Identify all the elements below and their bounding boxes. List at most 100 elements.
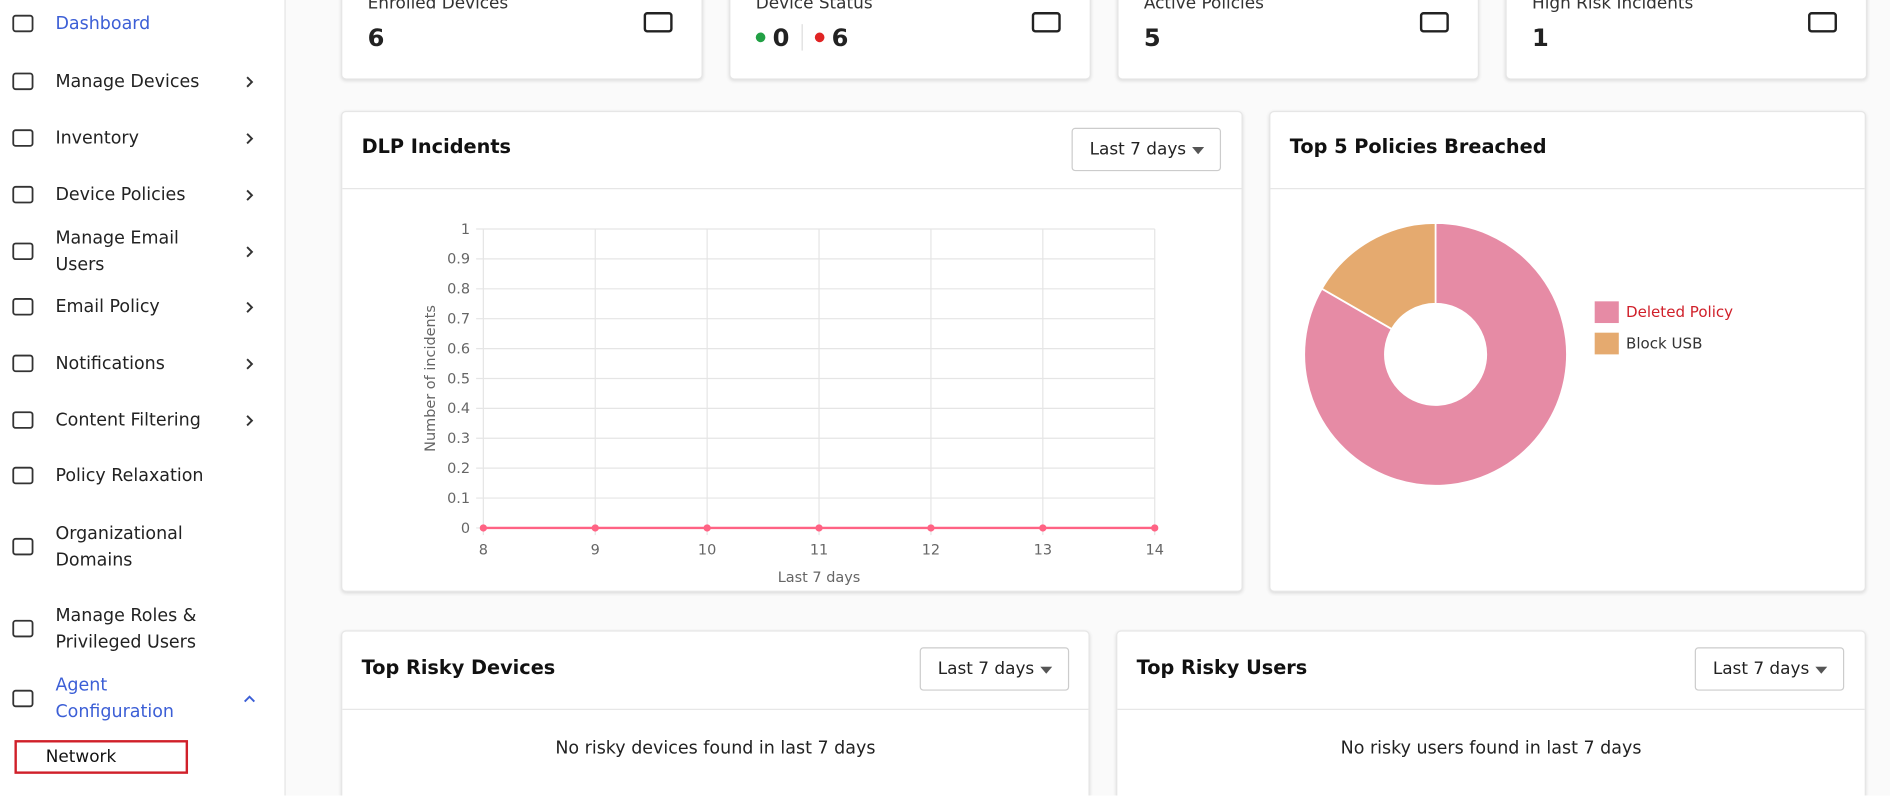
offline-dot (814, 32, 825, 43)
stat-label: Device Status (755, 0, 873, 14)
divider (1270, 188, 1865, 190)
nav-icon (12, 689, 34, 708)
nav-icon (12, 537, 34, 556)
x-tick-label: 8 (479, 542, 488, 558)
nav-label: Policy Relaxation (55, 466, 204, 486)
nav-icon (12, 354, 34, 373)
card-title: Top 5 Policies Breached (1289, 135, 1547, 158)
nav-item[interactable]: Content Filtering (0, 394, 284, 447)
y-tick-label: 0.8 (447, 282, 470, 298)
nav-item[interactable]: Dashboard (0, 0, 284, 51)
y-tick-label: 0.6 (447, 341, 470, 357)
chevron-shape (246, 301, 254, 313)
chevron (246, 301, 254, 313)
icon-shape (12, 72, 34, 91)
stat-card: Device Status 0 6 (729, 0, 1091, 80)
icon-shape (12, 689, 34, 708)
chevron-shape (246, 76, 254, 88)
separator (801, 24, 803, 51)
stat-label: High Risk Incidents (1532, 0, 1694, 14)
chevron (246, 133, 254, 145)
icon-shape (12, 466, 34, 485)
icon-shape (1808, 12, 1837, 33)
pie-card: Top 5 Policies Breached Deleted Policy Bl… (1269, 110, 1866, 592)
nav-label: Inventory (55, 128, 139, 149)
icon-shape (12, 354, 34, 373)
y-axis-label: Number of incidents (423, 305, 439, 452)
submenu-item[interactable]: Network (14, 740, 189, 774)
nav-icon (12, 619, 34, 638)
chevron (246, 415, 254, 427)
caret (1815, 666, 1828, 674)
line-point (703, 524, 711, 532)
dropdown[interactable]: Last 7 days (1071, 127, 1222, 172)
nav-item[interactable]: Agent Configuration (0, 673, 284, 726)
panel-card: Top Risky Devices Last 7 days No risky d… (341, 630, 1090, 796)
y-tick-label: 0.4 (447, 401, 470, 417)
stat-icon (1808, 12, 1837, 33)
nav-icon (12, 242, 34, 261)
stat-card: High Risk Incidents 1 (1505, 0, 1868, 80)
caret (1040, 666, 1053, 674)
legend-swatch[interactable] (1594, 332, 1619, 355)
nav-item[interactable]: Notifications (0, 338, 284, 391)
pie-slice (1320, 222, 1437, 331)
line-point (1151, 524, 1159, 532)
divider (342, 188, 1242, 190)
y-tick-label: 0.9 (447, 252, 470, 268)
line-point (927, 524, 935, 532)
legend-swatch[interactable] (1594, 301, 1619, 324)
icon-shape (12, 298, 34, 316)
stat-icon (1031, 12, 1061, 33)
line-point (591, 524, 599, 532)
nav-item[interactable]: Policy Relaxation (0, 450, 284, 503)
nav-item[interactable]: Manage Devices (0, 55, 284, 108)
stat-card: Enrolled Devices 6 (341, 0, 703, 80)
nav-item[interactable]: Device Policies (0, 169, 284, 222)
nav-icon (12, 185, 34, 204)
nav-item[interactable]: Inventory (0, 112, 284, 165)
icon-shape (12, 242, 34, 261)
stat-value: 5 (1143, 22, 1161, 52)
empty-message: No risky devices found in last 7 days (555, 738, 876, 759)
nav-item[interactable]: Manage Email Users (0, 225, 284, 278)
x-tick-label: 9 (591, 542, 600, 558)
nav-icon (12, 72, 34, 91)
online-dot (755, 32, 766, 43)
icon-shape (643, 12, 673, 33)
legend-label[interactable]: Block USB (1626, 334, 1702, 352)
pie-chart: Deleted Policy Block USB (1303, 222, 1733, 487)
icon-shape (12, 185, 34, 204)
chevron (246, 189, 254, 201)
chevron (246, 76, 254, 88)
chevron-shape (244, 695, 256, 703)
stat-icon (1419, 12, 1449, 33)
dropdown[interactable]: Last 7 days (1694, 647, 1845, 691)
icon-shape (1419, 12, 1449, 33)
nav-item[interactable]: Email Policy (0, 281, 284, 334)
nav-icon (12, 129, 34, 147)
x-tick-label: 10 (698, 542, 716, 558)
nav-label: Manage Roles & Privileged Users (55, 606, 197, 653)
legend-label[interactable]: Deleted Policy (1626, 303, 1733, 321)
online-count: 0 (772, 22, 790, 52)
dropdown[interactable]: Last 7 days (919, 647, 1070, 691)
dropdown-label: Last 7 days (1712, 659, 1810, 679)
y-tick-label: 0.2 (447, 461, 470, 477)
stat-value: 6 (367, 22, 385, 52)
icon-shape (12, 129, 34, 147)
submenu-label: Network (45, 747, 117, 767)
nav-icon (12, 298, 34, 316)
nav-item[interactable]: Organizational Domains (0, 521, 284, 574)
nav-item[interactable]: Manage Roles & Privileged Users (0, 603, 284, 656)
nav-label: Content Filtering (55, 411, 201, 431)
divider (342, 708, 1089, 710)
sidebar: Dashboard Manage Devices Inventory Device P… (0, 0, 286, 796)
icon-shape (12, 619, 34, 638)
nav-label: Dashboard (55, 14, 151, 34)
icon-shape (12, 14, 34, 33)
nav-label: Organizational Domains (55, 524, 183, 571)
empty-message: No risky users found in last 7 days (1340, 738, 1642, 759)
